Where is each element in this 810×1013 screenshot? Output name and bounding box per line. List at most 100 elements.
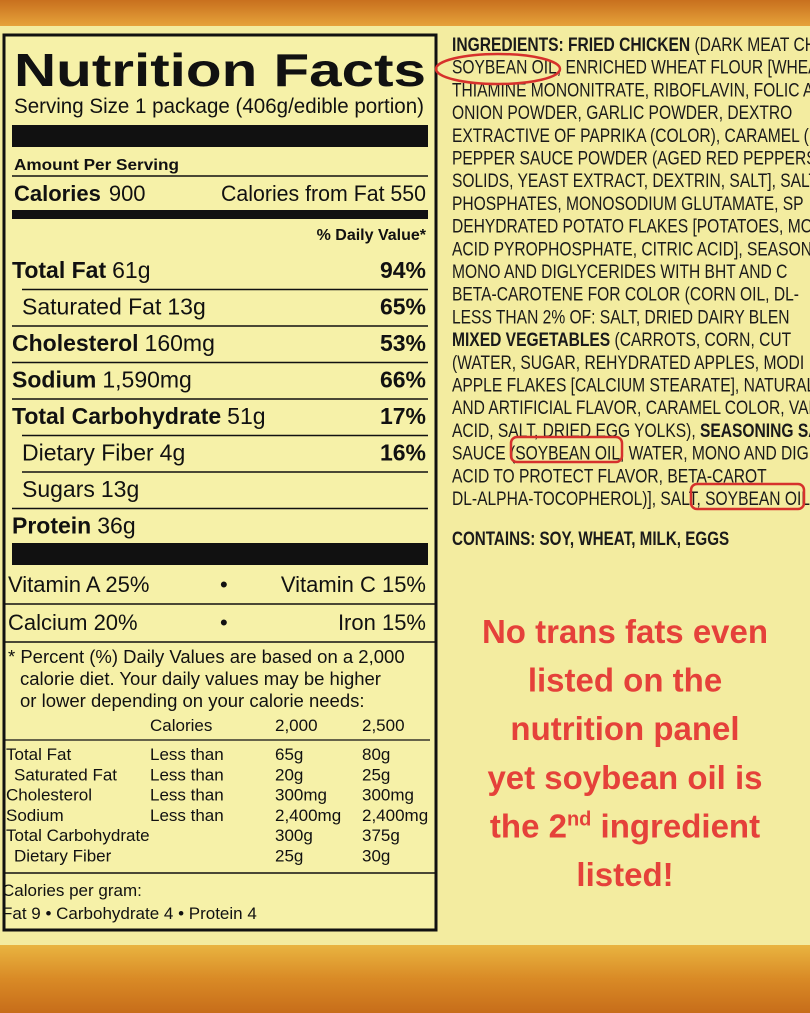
nutrient-name: Sugars bbox=[22, 476, 95, 502]
nutrient-row: Total Carbohydrate 51g bbox=[12, 403, 266, 429]
ingredient-text: ONION POWDER, GARLIC POWDER, DEXTRO bbox=[452, 101, 792, 123]
nutrient-row: Saturated Fat 13g bbox=[22, 294, 206, 320]
nutrient-row: Sodium 1,590mg bbox=[12, 367, 192, 393]
nutrient-amount: 36g bbox=[97, 513, 135, 539]
nutrient-name: Total Carbohydrate bbox=[12, 403, 221, 429]
ingredient-line: MIXED VEGETABLES (CARROTS, CORN, CUT bbox=[452, 328, 791, 350]
nutrient-row: Protein 36g bbox=[12, 513, 136, 539]
nutrient-amount: 4g bbox=[160, 440, 186, 466]
ingredient-text: ACID PYROPHOSPHATE, CITRIC ACID], SEASON… bbox=[452, 238, 810, 260]
calories-per-gram-title: Calories per gram: bbox=[2, 881, 142, 900]
ingredient-text: (CARROTS, CORN, CUT bbox=[610, 328, 791, 350]
table-nutrient: Dietary Fiber bbox=[14, 847, 112, 866]
ingredient-line: MONO AND DIGLYCERIDES WITH BHT AND C bbox=[452, 260, 788, 282]
annotation-line: the 2nd ingredient bbox=[490, 807, 760, 844]
title: Nutrition Facts bbox=[14, 44, 426, 96]
table-value: 80g bbox=[362, 745, 390, 764]
table-value: 300mg bbox=[275, 786, 327, 805]
ingredient-text: (DARK MEAT CHI bbox=[690, 33, 810, 55]
ingredient-text: MONO AND DIGLYCERIDES WITH BHT AND C bbox=[452, 260, 788, 282]
table-nutrient: Total Carbohydrate bbox=[6, 826, 150, 845]
table-value: 30g bbox=[362, 847, 390, 866]
nutrient-amount: 51g bbox=[227, 403, 265, 429]
table-value: 25g bbox=[275, 847, 303, 866]
vitamin: Iron 15% bbox=[338, 610, 426, 635]
top-band bbox=[0, 0, 810, 26]
table-limit: Less than bbox=[150, 745, 224, 764]
nutrient-row: Cholesterol 160mg bbox=[12, 330, 215, 356]
table-value: 25g bbox=[362, 765, 390, 784]
nutrition-box bbox=[2, 33, 438, 932]
rule-bar bbox=[12, 125, 428, 147]
nutrient-row: Dietary Fiber 4g bbox=[22, 440, 185, 466]
amount-per-serving: Amount Per Serving bbox=[14, 157, 179, 174]
nutrient-name: Total Fat bbox=[12, 257, 106, 283]
calories-label: Calories bbox=[14, 181, 101, 206]
ingredient-text: PEPPER SAUCE POWDER (AGED RED PEPPERS, bbox=[452, 147, 810, 169]
ingredient-line: SOYBEAN OIL, ENRICHED WHEAT FLOUR [WHEA bbox=[452, 56, 810, 78]
nutrient-amount: 61g bbox=[112, 257, 150, 283]
nutrient-name: Protein bbox=[12, 513, 91, 539]
ingredient-line: SOLIDS, YEAST EXTRACT, DEXTRIN, SALT], S… bbox=[452, 170, 810, 192]
ingredient-text: EXTRACTIVE OF PAPRIKA (COLOR), CARAMEL ( bbox=[452, 124, 809, 146]
ingredient-line: APPLE FLAKES [CALCIUM STEARATE], NATURAL bbox=[452, 374, 810, 396]
highlight-box bbox=[689, 482, 806, 511]
calories-per-gram-item: Fat 9 bbox=[2, 904, 41, 923]
annotation-line: nutrition panel bbox=[510, 710, 739, 747]
table-limit: Less than bbox=[150, 806, 224, 825]
ingredient-text: THIAMINE MONONITRATE, RIBOFLAVIN, FOLIC … bbox=[452, 79, 810, 101]
vitamin: Vitamin A 25% bbox=[8, 572, 149, 597]
bottom-band bbox=[0, 945, 810, 1013]
ingredient-line: ACID, SALT, DRIED EGG YOLKS), SEASONING … bbox=[452, 419, 810, 441]
daily-value: 17% bbox=[380, 403, 426, 429]
ingredient-line: LESS THAN 2% OF: SALT, DRIED DAIRY BLEN bbox=[452, 306, 789, 328]
table-nutrient: Cholesterol bbox=[6, 786, 92, 805]
daily-value: 94% bbox=[380, 257, 426, 283]
ingredient-line: INGREDIENTS: FRIED CHICKEN (DARK MEAT CH… bbox=[452, 33, 810, 55]
ingredient-line: ACID PYROPHOSPHATE, CITRIC ACID], SEASON… bbox=[452, 238, 810, 260]
nutrient-row: Total Fat 61g bbox=[12, 257, 151, 283]
bullet: • bbox=[173, 904, 188, 923]
ingredient-text: (WATER, SUGAR, REHYDRATED APPLES, MODI bbox=[452, 351, 804, 373]
calories-row: Calories 900 bbox=[14, 181, 146, 206]
daily-value-header: % Daily Value* bbox=[317, 227, 427, 244]
nutrient-name: Dietary Fiber bbox=[22, 440, 154, 466]
ingredient-line: ONION POWDER, GARLIC POWDER, DEXTRO bbox=[452, 101, 792, 123]
ingredient-line: DL-ALPHA-TOCOPHEROL)], SALT, SOYBEAN OIL… bbox=[452, 487, 810, 509]
nutrient-amount: 160mg bbox=[145, 330, 215, 356]
table-nutrient: Sodium bbox=[6, 806, 64, 825]
ingredient-line: PHOSPHATES, MONOSODIUM GLUTAMATE, SP bbox=[452, 192, 804, 214]
ingredient-text: INGREDIENTS: FRIED CHICKEN bbox=[452, 33, 690, 55]
ingredient-text: SEASONING SA bbox=[700, 419, 810, 441]
annotation-text: the 2 bbox=[490, 807, 567, 844]
nutrient-amount: 1,590mg bbox=[102, 367, 192, 393]
highlight-box bbox=[509, 435, 624, 464]
table-header: Calories bbox=[150, 716, 212, 735]
table-value: 2,400mg bbox=[362, 806, 428, 825]
ingredient-line: EXTRACTIVE OF PAPRIKA (COLOR), CARAMEL ( bbox=[452, 124, 809, 146]
rule-bar bbox=[12, 543, 428, 565]
serving-size: Serving Size 1 package (406g/edible port… bbox=[14, 95, 424, 118]
ingredient-line: DEHYDRATED POTATO FLAKES [POTATOES, MO bbox=[452, 215, 810, 237]
ingredient-text: APPLE FLAKES [CALCIUM STEARATE], NATURAL bbox=[452, 374, 810, 396]
daily-value: 65% bbox=[380, 294, 426, 320]
footnote-line: or lower depending on your calorie needs… bbox=[20, 690, 365, 711]
annotation-superscript: nd bbox=[567, 808, 591, 830]
daily-value: 16% bbox=[380, 440, 426, 466]
highlight-circle bbox=[434, 52, 562, 86]
ingredient-line: BETA-CAROTENE FOR COLOR (CORN OIL, DL- bbox=[452, 283, 799, 305]
ingredient-line: ACID TO PROTECT FLAVOR, BETA-CAROT bbox=[452, 465, 767, 487]
annotation-line: listed on the bbox=[528, 662, 722, 699]
bullet: • bbox=[220, 610, 228, 635]
table-value: 2,400mg bbox=[275, 806, 341, 825]
calories-per-gram-item: Protein 4 bbox=[189, 904, 257, 923]
daily-value: 66% bbox=[380, 367, 426, 393]
nutrient-name: Sodium bbox=[12, 367, 96, 393]
table-nutrient: Saturated Fat bbox=[14, 765, 117, 784]
table-value: 20g bbox=[275, 765, 303, 784]
vitamin: Vitamin C 15% bbox=[281, 572, 426, 597]
table-header: 2,000 bbox=[275, 716, 318, 735]
